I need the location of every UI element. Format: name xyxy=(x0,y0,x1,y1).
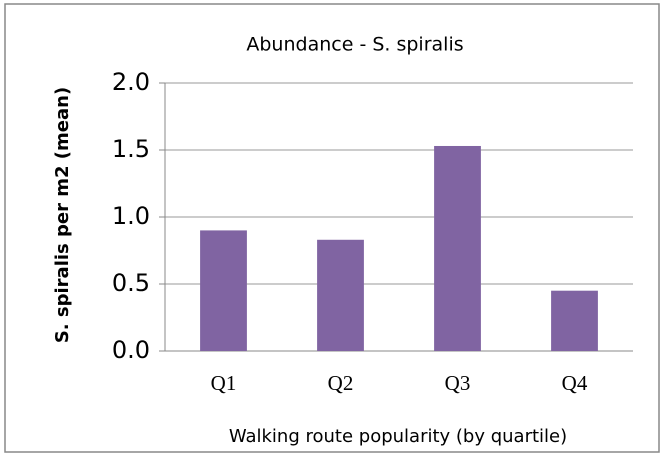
x-tick-label: Q3 xyxy=(445,371,471,395)
chart-title: Abundance - S. spiralis xyxy=(246,34,463,56)
y-tick-label: 0.0 xyxy=(112,336,150,364)
x-tick-label: Q1 xyxy=(211,371,237,395)
y-tick-label: 0.5 xyxy=(112,269,150,297)
bar xyxy=(200,230,247,351)
x-axis-label: Walking route popularity (by quartile) xyxy=(229,426,567,447)
y-tick-label: 2.0 xyxy=(112,68,150,96)
y-tick-label: 1.5 xyxy=(112,135,150,163)
y-tick-label: 1.0 xyxy=(112,202,150,230)
bar xyxy=(551,290,598,351)
chart-frame xyxy=(4,3,660,453)
bar xyxy=(317,239,364,351)
bar xyxy=(434,145,481,351)
y-axis-label: S. spiralis per m2 (mean) xyxy=(52,87,73,343)
x-tick-label: Q2 xyxy=(328,371,354,395)
x-tick-label: Q4 xyxy=(562,371,588,395)
